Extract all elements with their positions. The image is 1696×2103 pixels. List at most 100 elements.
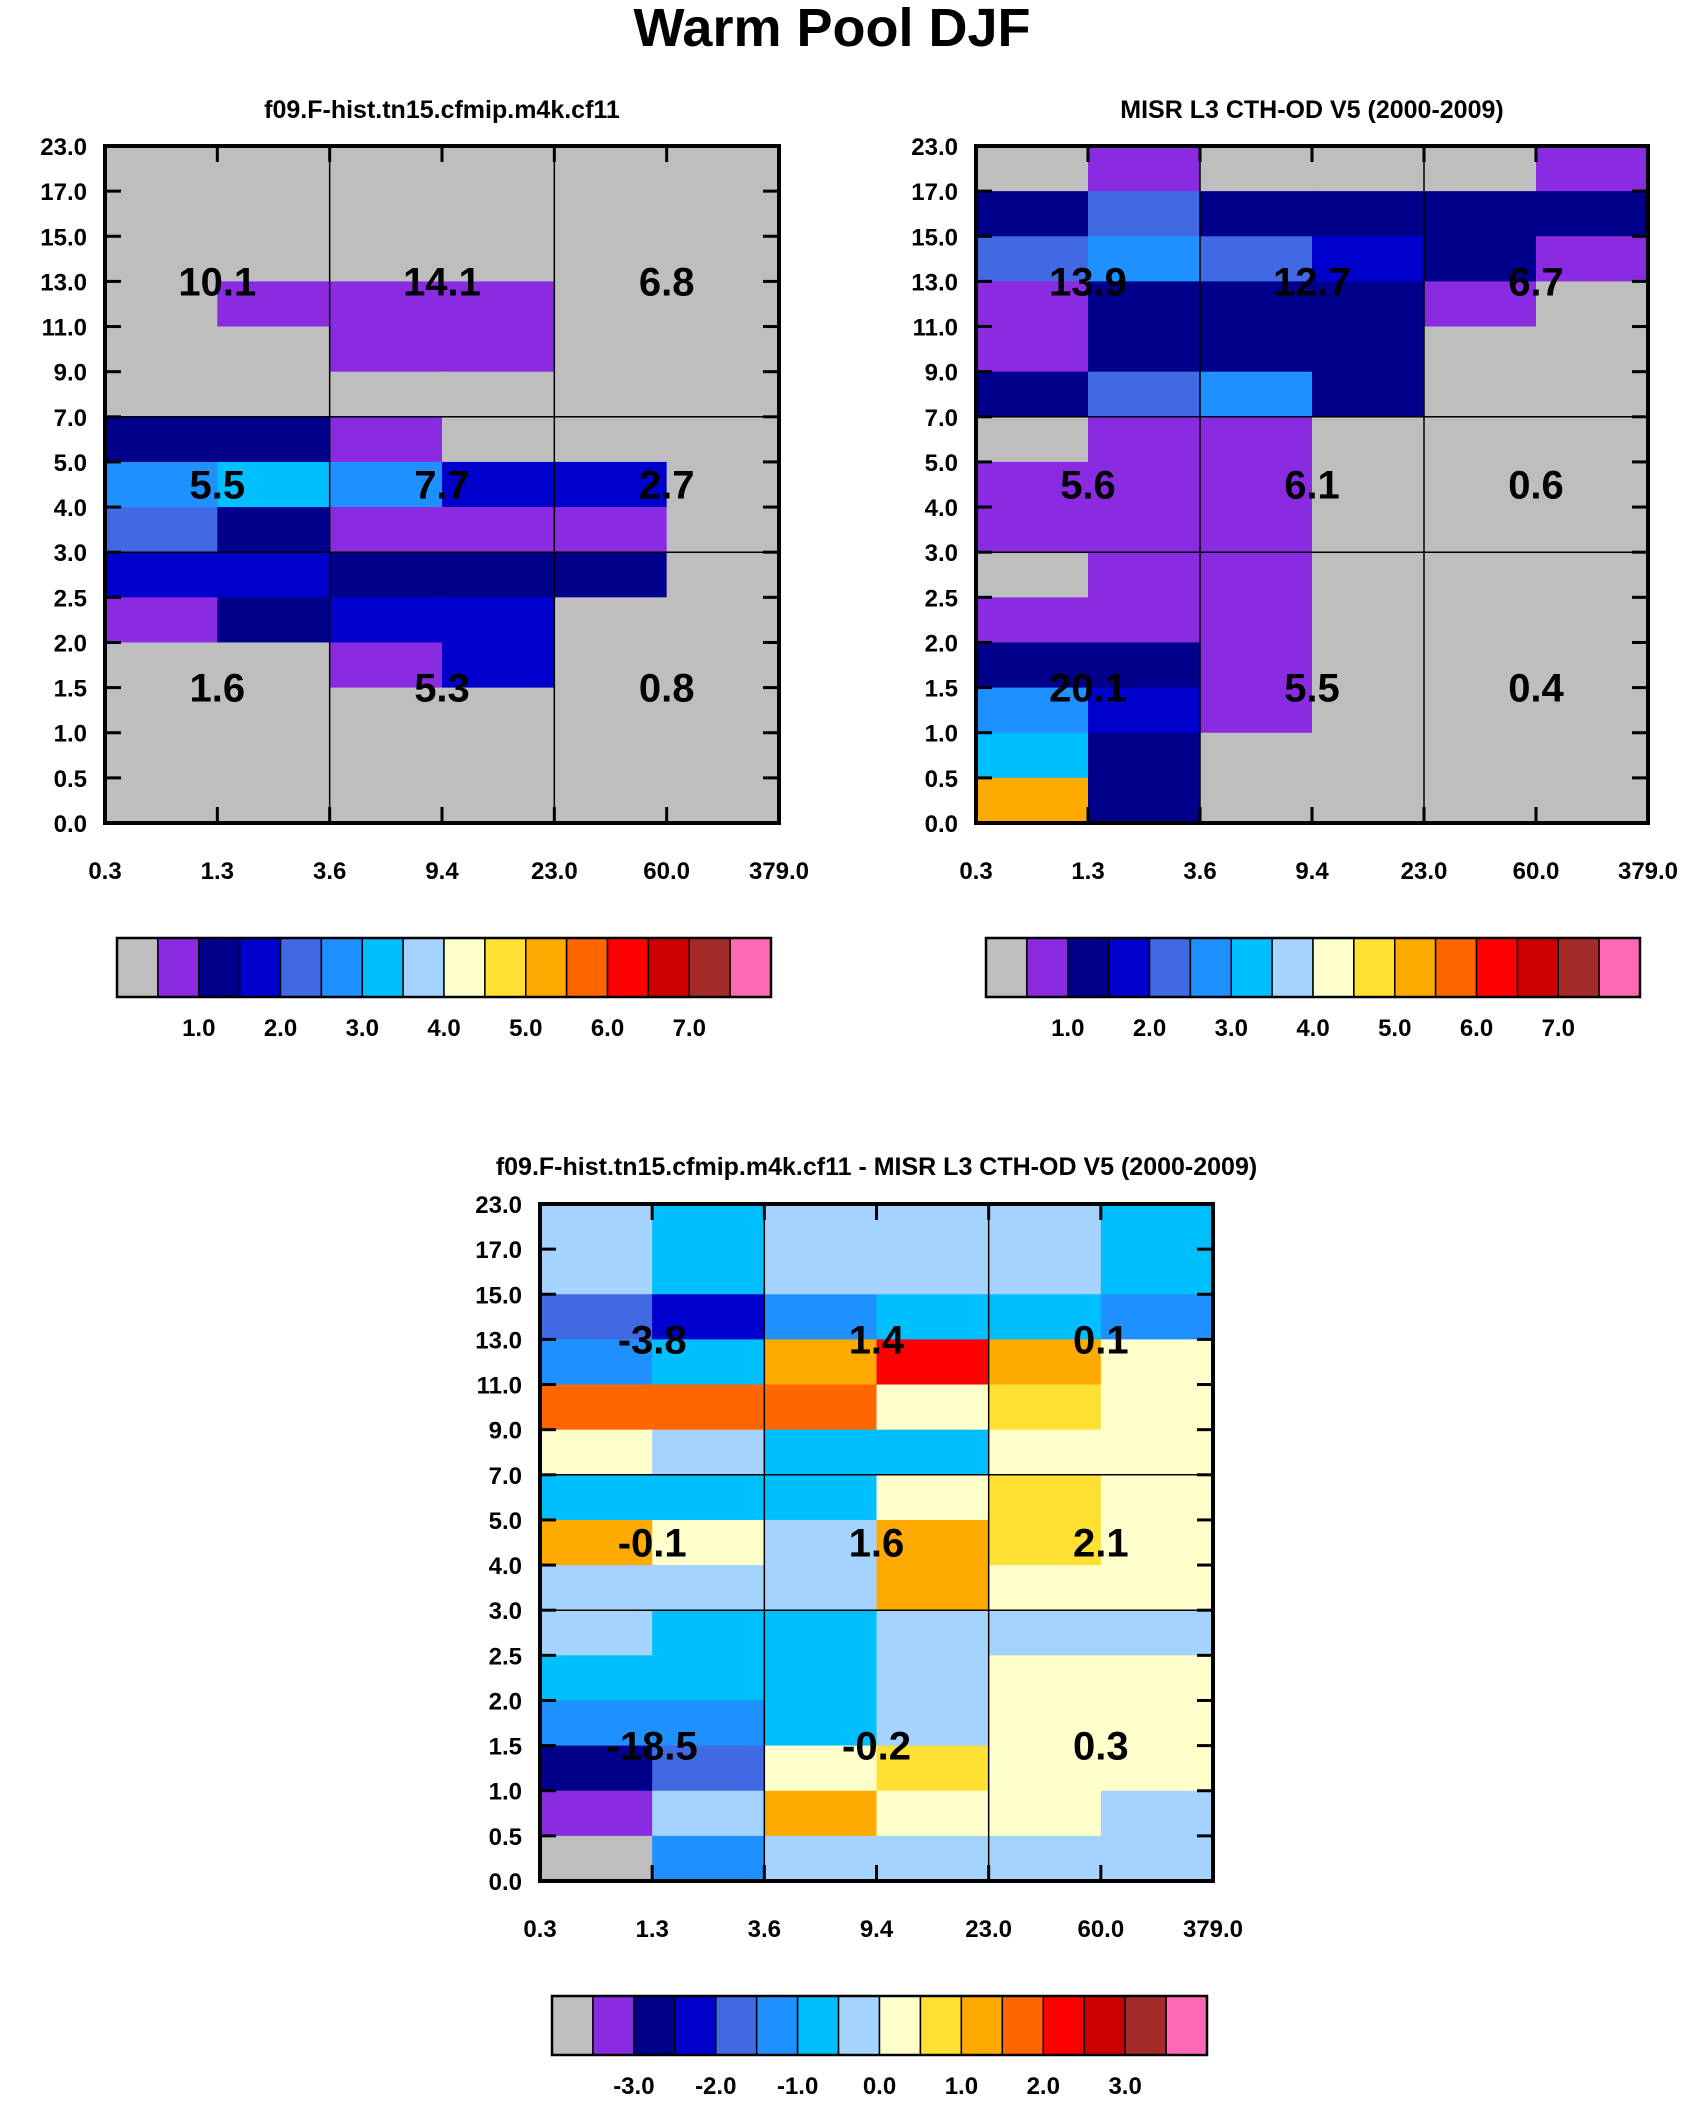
heatmap-cell <box>105 507 218 553</box>
heatmap-cell <box>1100 1519 1214 1566</box>
heatmap-cell <box>876 1294 990 1340</box>
heatmap-cell <box>442 597 555 644</box>
heatmap-cell <box>540 1519 653 1566</box>
heatmap-cell <box>1536 281 1649 328</box>
heatmap-cell <box>1424 416 1537 463</box>
heatmap-cell <box>554 191 668 237</box>
colorbar-swatch <box>606 937 650 998</box>
heatmap-cell <box>976 597 1089 644</box>
heatmap-cell <box>329 371 443 418</box>
heatmap-cell <box>876 1565 990 1611</box>
colorbar-swatch <box>1067 937 1110 998</box>
colorbar-label: 1.0 <box>945 2073 978 2100</box>
colorbar-swatch <box>1230 937 1273 998</box>
heatmap-cell <box>976 191 1089 237</box>
block-value-label: 6.7 <box>1508 260 1564 304</box>
heatmap-cell <box>666 732 780 779</box>
heatmap-cell <box>217 191 331 237</box>
heatmap-cell <box>1312 687 1425 734</box>
heatmap-cell <box>217 507 331 553</box>
heatmap-cell <box>1312 642 1425 689</box>
heatmap-cell <box>1424 371 1537 418</box>
colorbar-swatch <box>592 1995 635 2056</box>
heatmap-cell <box>988 1745 1102 1792</box>
y-tick-label: 11.0 <box>913 315 958 342</box>
block-value-label: 5.5 <box>1284 667 1340 711</box>
heatmap-cell <box>1424 461 1537 508</box>
heatmap-cell <box>1424 597 1537 644</box>
y-tick-label: 7.0 <box>925 405 958 432</box>
heatmap-cell <box>652 1339 765 1386</box>
heatmap-cell <box>442 236 555 282</box>
colorbar-label: 7.0 <box>1542 1015 1575 1042</box>
heatmap-cell <box>1100 1835 1214 1882</box>
heatmap-cell <box>988 1384 1102 1431</box>
heatmap-cell <box>329 236 443 282</box>
colorbar-swatch <box>878 1995 922 2056</box>
colorbar-swatch <box>238 937 282 998</box>
heatmap-cell <box>1424 687 1537 734</box>
heatmap-cell <box>666 687 780 734</box>
heatmap-cell <box>329 552 443 598</box>
heatmap-cell <box>554 461 668 508</box>
heatmap-cell <box>1536 371 1649 418</box>
heatmap-cell <box>666 371 780 418</box>
heatmap-cell <box>217 326 331 373</box>
heatmap-cell <box>1536 326 1649 373</box>
colorbar-swatch <box>1312 937 1355 998</box>
heatmap-cell <box>764 1294 878 1340</box>
block-value-label: 2.1 <box>1073 1522 1129 1566</box>
colorbar-swatch <box>1107 937 1151 998</box>
x-tick-label: 1.3 <box>201 858 234 885</box>
y-tick-label: 11.0 <box>42 315 87 342</box>
heatmap-cell <box>1088 552 1201 598</box>
heatmap-cell <box>1312 236 1425 282</box>
x-tick-label: 9.4 <box>1295 858 1329 885</box>
heatmap-cell <box>554 236 668 282</box>
heatmap-cell <box>764 1384 878 1431</box>
block-value-label: 10.1 <box>178 260 256 304</box>
y-tick-label: 23.0 <box>911 134 958 161</box>
colorbar-swatch <box>729 937 772 998</box>
heatmap-cell <box>876 1700 990 1747</box>
y-tick-label: 2.5 <box>54 585 87 612</box>
heatmap-cell <box>442 146 555 192</box>
heatmap-cell <box>1536 732 1649 779</box>
heatmap-cell <box>988 1790 1102 1837</box>
x-tick-label: 379.0 <box>749 858 809 885</box>
heatmap-cell <box>976 146 1089 192</box>
heatmap-cell <box>442 777 555 824</box>
heatmap-cell <box>1536 507 1649 553</box>
heatmap-cell <box>988 1204 1102 1250</box>
colorbar-swatch <box>1271 937 1314 998</box>
heatmap-cell <box>652 1655 765 1702</box>
heatmap-cell <box>540 1249 653 1295</box>
heatmap-cell <box>554 552 668 598</box>
block-value-label: 0.8 <box>639 667 695 711</box>
heatmap-cell <box>764 1339 878 1386</box>
heatmap-cell <box>554 687 668 734</box>
heatmap-cell <box>1200 146 1313 192</box>
y-tick-label: 0.0 <box>54 811 87 838</box>
heatmap-cell <box>652 1429 765 1476</box>
heatmap-cell <box>1200 191 1313 237</box>
heatmap-cell <box>329 461 443 508</box>
colorbar-swatch <box>1189 937 1232 998</box>
heatmap-cell <box>1200 236 1313 282</box>
heatmap-cell <box>1100 1474 1214 1521</box>
colorbar-swatch <box>1124 1995 1167 2056</box>
heatmap-cell <box>1424 552 1537 598</box>
heatmap-cell <box>1088 461 1201 508</box>
heatmap-cell <box>329 642 443 689</box>
colorbar-swatch <box>985 937 1028 998</box>
block-value-label: 0.1 <box>1073 1318 1129 1362</box>
heatmap-cell <box>1200 597 1313 644</box>
heatmap-cell <box>540 1745 653 1792</box>
y-tick-label: 2.5 <box>489 1643 522 1670</box>
colorbar-swatch <box>633 1995 676 2056</box>
block-value-label: -0.2 <box>842 1725 911 1769</box>
heatmap-cell <box>1312 777 1425 824</box>
heatmap-cell <box>1424 732 1537 779</box>
heatmap-cell <box>540 1610 653 1656</box>
heatmap-cell <box>1424 236 1537 282</box>
